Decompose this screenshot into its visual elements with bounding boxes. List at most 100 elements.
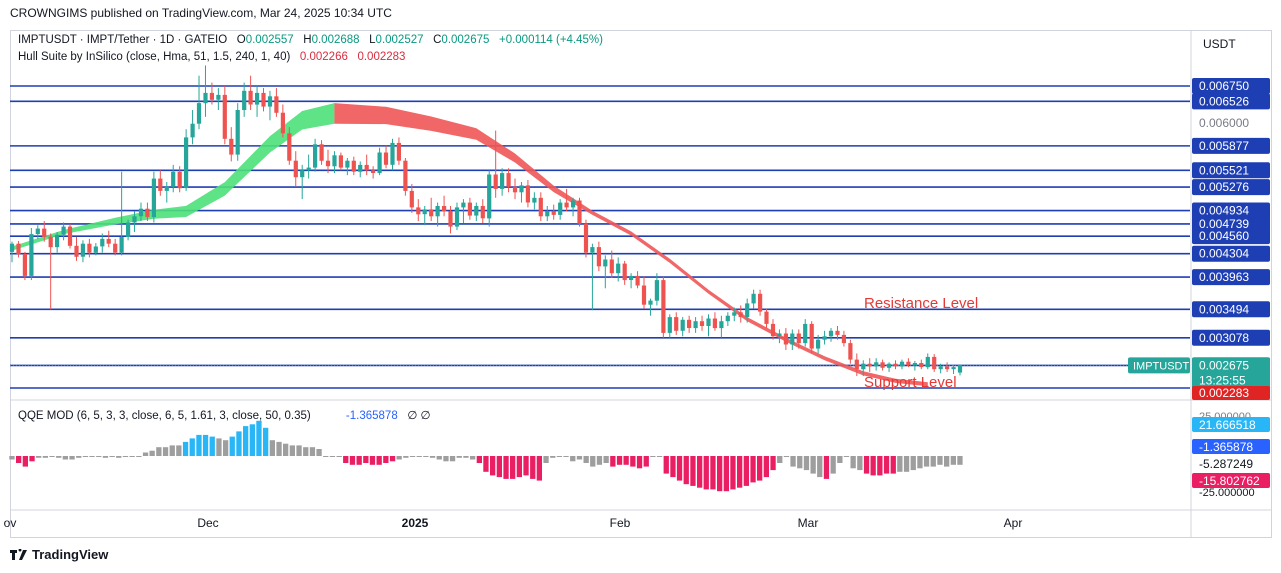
qqe-bar bbox=[89, 456, 95, 457]
candle-body bbox=[687, 319, 692, 328]
qqe-bar bbox=[389, 456, 396, 462]
candle-body bbox=[925, 356, 930, 368]
candle-body bbox=[919, 363, 924, 368]
candle-body bbox=[480, 206, 485, 219]
candle-body bbox=[745, 303, 750, 318]
qqe-bar bbox=[757, 456, 763, 481]
qqe-bar bbox=[810, 456, 816, 474]
qqe-bar bbox=[303, 447, 309, 456]
qqe-bar bbox=[216, 438, 222, 456]
qqe-bar bbox=[36, 456, 42, 458]
candle-body bbox=[519, 185, 524, 193]
close-label: C bbox=[433, 34, 442, 46]
qqe-bar bbox=[69, 456, 75, 460]
candle-body bbox=[442, 206, 447, 212]
countdown-label: 13:25:55 bbox=[1199, 373, 1246, 387]
price-axis-tag bbox=[1192, 329, 1270, 346]
candle-body bbox=[719, 321, 724, 329]
candle-body bbox=[680, 319, 685, 331]
candle-body bbox=[261, 92, 266, 107]
symbol-info[interactable]: IMPTUSDT · IMPT/Tether · 1D · GATEIO bbox=[18, 34, 228, 46]
candle-body bbox=[641, 285, 647, 305]
qqe-bar bbox=[556, 456, 563, 457]
candle-body bbox=[319, 144, 324, 161]
time-axis-label: Feb bbox=[610, 516, 631, 530]
candle-body bbox=[351, 160, 356, 172]
candle-body bbox=[100, 238, 105, 247]
candle-body bbox=[751, 293, 756, 304]
qqe-bar bbox=[676, 456, 683, 481]
candle-body bbox=[906, 361, 911, 366]
qqe-bar bbox=[56, 456, 62, 458]
candle-body bbox=[538, 197, 543, 217]
qqe-bar bbox=[96, 456, 102, 457]
candle-body bbox=[609, 259, 614, 274]
qqe-bar bbox=[737, 456, 743, 488]
qqe-bar bbox=[890, 456, 896, 474]
candle-body bbox=[951, 367, 956, 370]
hull-legend[interactable]: Hull Suite by InSilico (close, Hma, 51, … bbox=[18, 51, 405, 63]
open-label: O bbox=[236, 34, 246, 46]
qqe-tag-blue bbox=[1192, 439, 1270, 454]
qqe-bar bbox=[770, 456, 776, 471]
qqe-bar bbox=[683, 456, 689, 485]
qqe-bar bbox=[256, 420, 262, 456]
tradingview-footer[interactable]: TradingView bbox=[10, 547, 108, 562]
qqe-bar bbox=[162, 447, 169, 456]
candle-body bbox=[603, 259, 608, 267]
price-axis-label: 0.004739 bbox=[1199, 217, 1249, 231]
candle-body bbox=[796, 333, 801, 344]
candle-body bbox=[377, 152, 382, 174]
qqe-bar bbox=[169, 445, 175, 456]
price-axis-tag bbox=[1192, 228, 1270, 245]
price-axis-label: 0.003494 bbox=[1199, 302, 1249, 316]
qqe-na-values: ∅ ∅ bbox=[407, 410, 431, 422]
price-axis-tag bbox=[1192, 245, 1270, 262]
qqe-bar bbox=[510, 456, 516, 479]
qqe-bar bbox=[156, 447, 162, 456]
candle-body bbox=[777, 333, 782, 337]
qqe-bar bbox=[603, 456, 609, 463]
qqe-label-blue: -1.365878 bbox=[1199, 440, 1253, 454]
candle-body bbox=[158, 178, 163, 191]
candle-body bbox=[564, 202, 569, 208]
qqe-bar bbox=[910, 456, 916, 471]
close-value: 0.002675 bbox=[441, 34, 490, 46]
price-axis-label: 0.003963 bbox=[1199, 270, 1249, 284]
price-axis-tag bbox=[1192, 137, 1270, 154]
qqe-bar bbox=[383, 456, 389, 463]
candle-body bbox=[835, 330, 840, 335]
time-axis-label: ov bbox=[4, 516, 17, 530]
qqe-bar bbox=[563, 456, 569, 457]
candle-body bbox=[512, 186, 518, 193]
qqe-bar bbox=[743, 456, 749, 486]
qqe-legend[interactable]: QQE MOD (6, 5, 3, 3, close, 6, 5, 1.61, … bbox=[18, 408, 431, 422]
chart-frame[interactable] bbox=[10, 30, 1272, 538]
qqe-bar bbox=[122, 456, 129, 457]
candle-body bbox=[635, 275, 640, 286]
candle-body bbox=[758, 293, 763, 312]
qqe-bar bbox=[223, 440, 229, 456]
qqe-bar bbox=[850, 456, 856, 469]
qqe-bar bbox=[957, 456, 963, 465]
qqe-bar bbox=[550, 456, 556, 458]
qqe-bar bbox=[777, 456, 783, 463]
candle-body bbox=[87, 243, 92, 253]
candle-body bbox=[364, 164, 369, 171]
candle-body bbox=[255, 92, 260, 105]
price-axis-tag bbox=[1192, 301, 1270, 318]
candle-body bbox=[106, 238, 111, 244]
candle-body bbox=[396, 142, 401, 161]
hull-price-tag bbox=[1192, 386, 1270, 400]
qqe-bar bbox=[843, 456, 850, 457]
qqe-bar bbox=[496, 456, 502, 478]
low-label: L bbox=[369, 34, 376, 46]
qqe-bar bbox=[523, 456, 529, 476]
qqe-bar bbox=[343, 456, 349, 463]
price-axis-tag bbox=[1192, 215, 1270, 232]
qqe-bar bbox=[750, 456, 756, 483]
qqe-bar bbox=[436, 456, 442, 460]
qqe-bar bbox=[650, 456, 656, 457]
qqe-axis-bottom: -25.000000 bbox=[1199, 487, 1255, 499]
